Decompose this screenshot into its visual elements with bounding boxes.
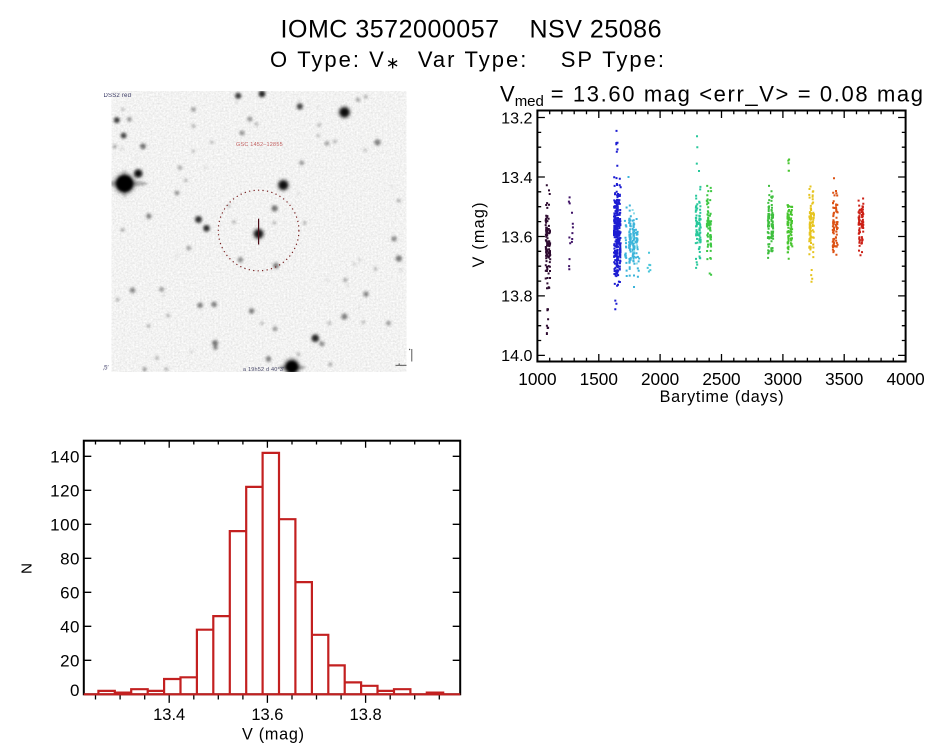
svg-text:13.8: 13.8: [501, 288, 532, 306]
svg-text:140: 140: [50, 448, 80, 467]
svg-text:1000: 1000: [518, 369, 556, 389]
svg-text:120: 120: [50, 482, 80, 501]
svg-text:Vmed = 13.60 mag <err_V> = 0.0: Vmed = 13.60 mag <err_V> = 0.08 mag: [500, 82, 923, 111]
svg-text:V (mag): V (mag): [470, 203, 488, 268]
svg-text:13.8: 13.8: [350, 706, 382, 724]
svg-text:a 19h52 d 40°3′: a 19h52 d 40°3′: [243, 367, 284, 373]
svg-text:Barytime (days): Barytime (days): [660, 388, 784, 406]
svg-text:3000: 3000: [764, 369, 802, 389]
svg-text:N: N: [19, 563, 36, 574]
svg-text:60: 60: [60, 584, 80, 603]
svg-text:0: 0: [70, 681, 80, 700]
svg-text:V (mag): V (mag): [242, 726, 304, 744]
svg-text:40: 40: [60, 618, 80, 637]
svg-text:1500: 1500: [580, 369, 618, 389]
svg-text:3500: 3500: [825, 369, 863, 389]
svg-text:DSS2 red: DSS2 red: [104, 93, 132, 99]
svg-text:2500: 2500: [702, 369, 740, 389]
svg-text:O Type: V∗ Var Type: SP Ty: O Type: V ∗ Var Type: SP Type:: [270, 47, 664, 73]
svg-text:13.2: 13.2: [501, 109, 532, 127]
svg-text:13.6: 13.6: [501, 228, 532, 246]
svg-text:,5′: ,5′: [103, 366, 110, 372]
svg-text:20: 20: [60, 652, 80, 671]
svg-text:80: 80: [60, 550, 80, 569]
svg-text:4000: 4000: [886, 369, 924, 389]
svg-text:100: 100: [50, 516, 80, 535]
svg-text:14.0: 14.0: [501, 347, 532, 365]
svg-text:GSC 1452–12855: GSC 1452–12855: [236, 142, 283, 148]
svg-text:13.4: 13.4: [501, 169, 532, 187]
svg-text:13.4: 13.4: [153, 706, 185, 724]
svg-text:IOMC 3572000057 NSV 25086: IOMC 3572000057 NSV 25086: [281, 16, 662, 44]
svg-text:13.6: 13.6: [251, 706, 283, 724]
svg-text:2000: 2000: [641, 369, 679, 389]
